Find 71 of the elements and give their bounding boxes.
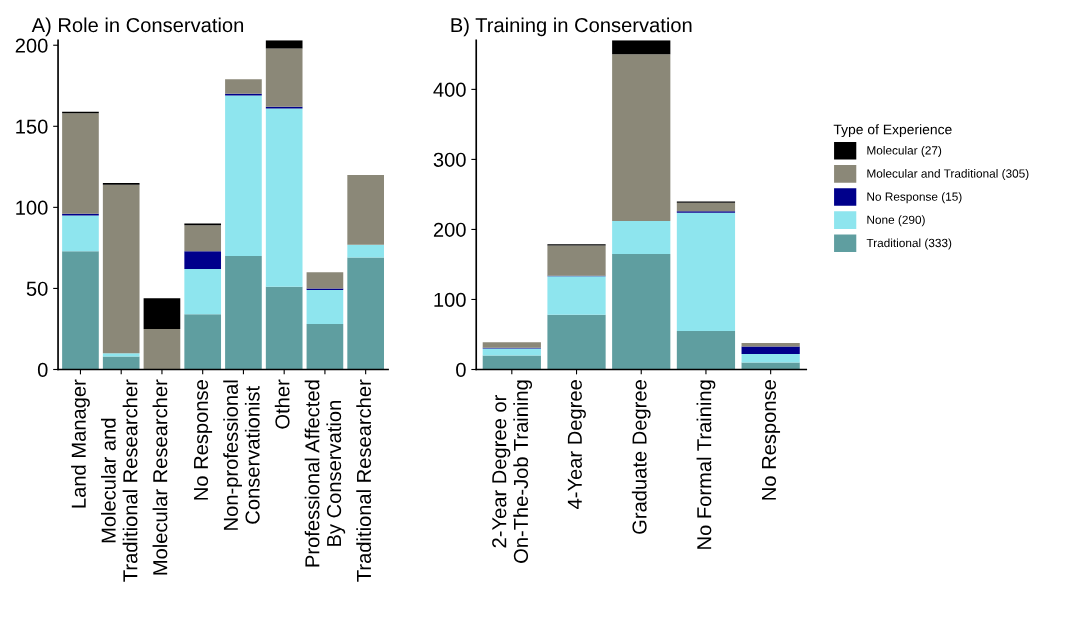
bar xyxy=(482,342,541,348)
bar xyxy=(547,276,606,315)
bar xyxy=(741,354,800,363)
x-tick-label: Traditional Researcher xyxy=(356,379,372,582)
y-tick-label: 150 xyxy=(16,119,48,134)
bar xyxy=(62,251,99,370)
bar xyxy=(184,225,222,252)
bar xyxy=(612,54,671,222)
y-tick-label: 50 xyxy=(26,281,48,296)
x-tick-label: Professional Affected By Conservation xyxy=(304,380,346,567)
y-tick-label: 200 xyxy=(15,38,48,53)
x-tick-label: Land Manager xyxy=(71,379,90,508)
x-tick-label: Molecular and Traditional Researcher xyxy=(100,379,138,582)
bar xyxy=(306,324,344,370)
x-tick-label: 2-Year Degree or On-The-Job Training xyxy=(492,380,533,563)
bar xyxy=(676,330,736,370)
bar xyxy=(225,95,262,256)
chart-title: B) Training in Conservation xyxy=(451,17,692,37)
y-tick-label: 100 xyxy=(434,292,466,307)
bar xyxy=(547,245,606,276)
chart-title: A) Role in Conservation xyxy=(31,17,244,37)
legend-label: Molecular and Traditional (305) xyxy=(867,169,1029,181)
legend-label: None (290) xyxy=(867,215,925,227)
y-tick-label: 0 xyxy=(456,362,466,377)
x-tick-label: No Response xyxy=(194,380,213,500)
bar xyxy=(102,353,140,357)
x-tick-label: Molecular Researcher xyxy=(152,379,168,575)
bar xyxy=(347,257,384,370)
bar xyxy=(306,290,344,325)
y-tick-label: 400 xyxy=(433,82,466,97)
bar xyxy=(347,174,384,245)
bar xyxy=(62,113,99,214)
x-tick-label: No Response xyxy=(762,380,781,500)
legend-title: Type of Experience xyxy=(833,124,952,138)
bar xyxy=(143,298,181,329)
legend-label: No Response (15) xyxy=(867,192,962,204)
bar xyxy=(62,215,99,252)
bar xyxy=(184,251,222,269)
x-tick-label: Graduate Degree xyxy=(631,380,651,534)
bar xyxy=(184,268,222,315)
y-tick-label: 200 xyxy=(433,222,466,237)
y-tick-label: 0 xyxy=(37,362,48,377)
bar xyxy=(741,362,800,370)
bar xyxy=(676,202,736,212)
legend-label: Molecular (27) xyxy=(867,145,942,157)
y-tick-label: 100 xyxy=(16,200,48,215)
legend-label: Traditional (333) xyxy=(866,238,952,250)
bar xyxy=(143,328,181,370)
bar xyxy=(225,79,262,94)
x-tick-label: Non-professional Conservationist xyxy=(223,380,260,530)
y-tick-label: 300 xyxy=(433,152,466,167)
bar xyxy=(306,272,344,289)
x-tick-label: 4-Year Degree xyxy=(567,380,586,509)
bar xyxy=(676,212,736,331)
bar xyxy=(741,346,800,355)
bar xyxy=(102,356,140,370)
bar xyxy=(482,355,541,370)
bar xyxy=(612,40,671,55)
bar xyxy=(265,108,303,287)
bar xyxy=(482,348,541,356)
bar xyxy=(265,286,303,370)
bar xyxy=(102,184,140,354)
bar xyxy=(612,253,671,370)
x-tick-label: Other xyxy=(274,379,290,429)
bar xyxy=(612,221,671,254)
bar xyxy=(265,48,303,107)
bar xyxy=(547,314,606,370)
bar xyxy=(225,256,262,370)
bar xyxy=(347,244,384,258)
x-tick-label: No Formal Training xyxy=(696,380,716,549)
bar xyxy=(184,314,222,370)
